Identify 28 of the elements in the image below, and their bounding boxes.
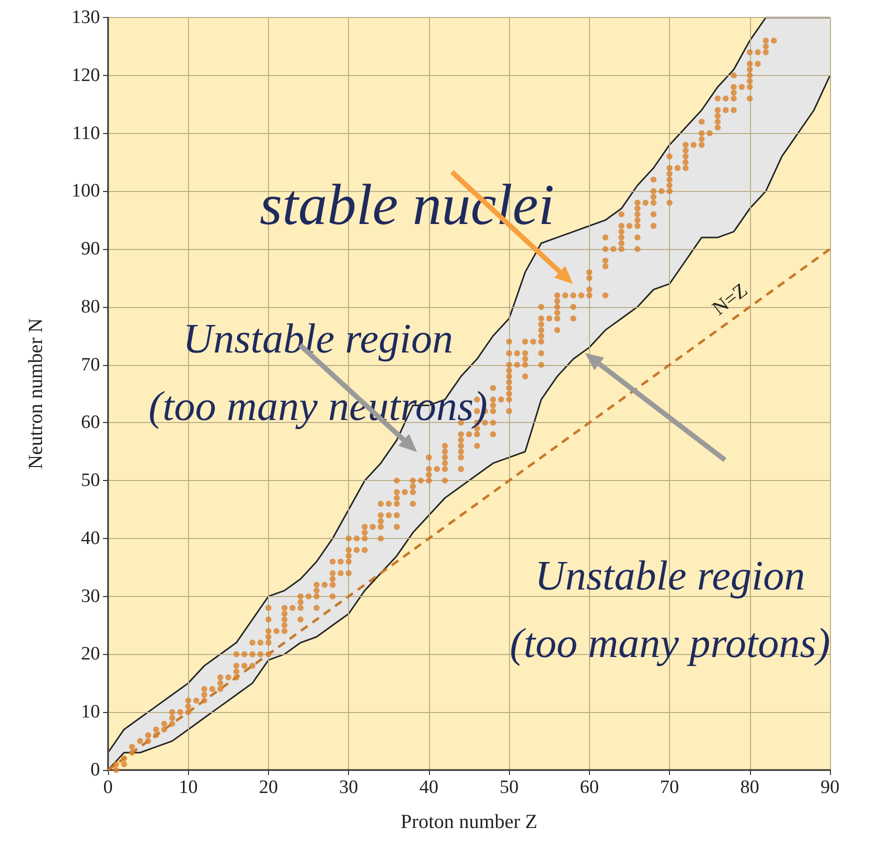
y-tick-label: 30	[81, 586, 100, 607]
y-tick-label: 20	[81, 644, 100, 665]
y-tick-label: 120	[72, 64, 100, 86]
x-tick-label: 10	[178, 777, 198, 798]
y-tick-label: 100	[72, 180, 100, 202]
x-tick-label: 50	[500, 777, 519, 798]
x-tick-label: 40	[419, 777, 438, 798]
x-tick-label: 90	[820, 777, 840, 798]
y-tick-label: 60	[81, 412, 100, 434]
y-tick-label: 50	[81, 470, 100, 492]
x-tick-label: 80	[740, 777, 760, 798]
x-tick-label: 60	[580, 777, 599, 798]
y-tick-label: 90	[81, 238, 100, 260]
y-tick-label: 10	[81, 702, 100, 723]
y-axis-title: Neutron number N	[25, 318, 47, 470]
text: N=Z	[708, 279, 752, 320]
y-tick-label: 80	[81, 296, 100, 318]
x-tick-label: 30	[339, 777, 358, 798]
x-tick-label: 0	[103, 777, 113, 798]
annotation: Unstable region (too many protons)	[510, 554, 830, 667]
y-tick-label: 70	[81, 354, 100, 376]
x-tick-label: 70	[660, 777, 680, 798]
y-tick-label: 40	[81, 528, 100, 549]
y-tick-label: 0	[90, 760, 100, 780]
y-tick-label: 130	[72, 7, 100, 28]
x-axis-title: Proton number Z	[400, 811, 538, 833]
y-tick-label: 110	[72, 122, 100, 144]
x-tick-label: 20	[258, 777, 278, 798]
